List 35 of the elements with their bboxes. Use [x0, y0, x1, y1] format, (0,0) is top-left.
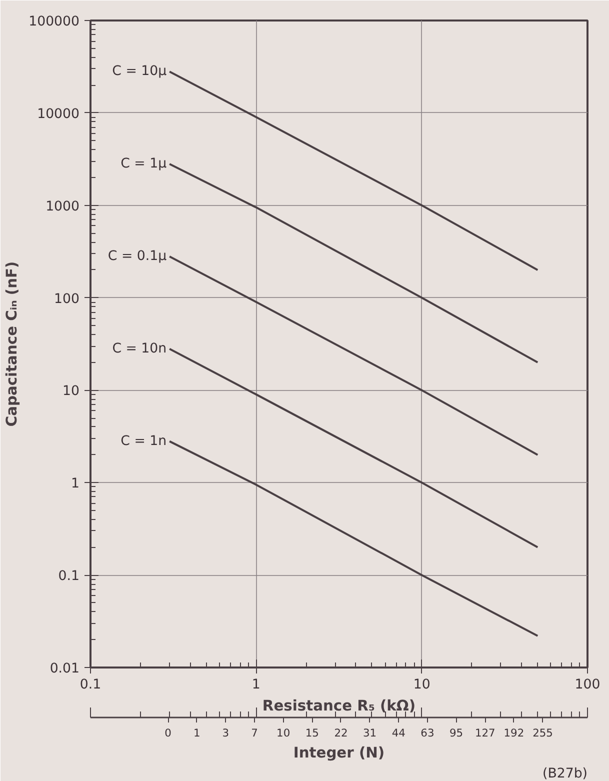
text: 1: [193, 726, 200, 740]
y-axis-title: Capacitance Cᵢₙ (nF): [4, 261, 21, 427]
text: 192: [504, 726, 524, 740]
x-tick-label: 10: [413, 678, 430, 692]
text: 22: [334, 726, 348, 740]
text: 3: [222, 726, 230, 740]
text: 0: [164, 726, 172, 740]
series-label: C = 0.1µ: [108, 248, 168, 264]
y-tick-label: 1: [71, 476, 80, 492]
text: 127: [474, 726, 496, 740]
text: 44: [392, 726, 406, 740]
x-tick-label: 0.1: [80, 678, 102, 692]
x-tick-label: 100: [574, 678, 600, 692]
y-tick-label: 100000: [28, 14, 80, 30]
y-tick-label: 1000: [46, 199, 80, 214]
text: 95: [450, 726, 464, 740]
text: 63: [420, 726, 434, 740]
y-tick-label: 0.01: [50, 662, 80, 676]
x-axis-title: Resistance R₅ (kΩ): [262, 698, 416, 714]
text: 7: [251, 726, 258, 740]
text: 31: [363, 726, 377, 740]
y-tick-label: 0.1: [58, 569, 80, 584]
y-tick-label: 10: [62, 384, 80, 400]
series-label: C = 1n: [120, 434, 167, 449]
series-label: C = 10µ: [112, 64, 168, 80]
x2-axis-title: Integer (N): [293, 744, 385, 762]
text: 255: [532, 726, 553, 740]
series-label: C = 1µ: [120, 156, 168, 172]
text: (B27b): [542, 766, 588, 781]
series-label: C = 10n: [112, 341, 167, 356]
text: 10: [276, 726, 290, 740]
text: 15: [305, 726, 319, 740]
x-tick-label: 1: [252, 678, 260, 692]
y-tick-label: 100: [54, 292, 80, 307]
y-tick-label: 10000: [37, 106, 80, 122]
